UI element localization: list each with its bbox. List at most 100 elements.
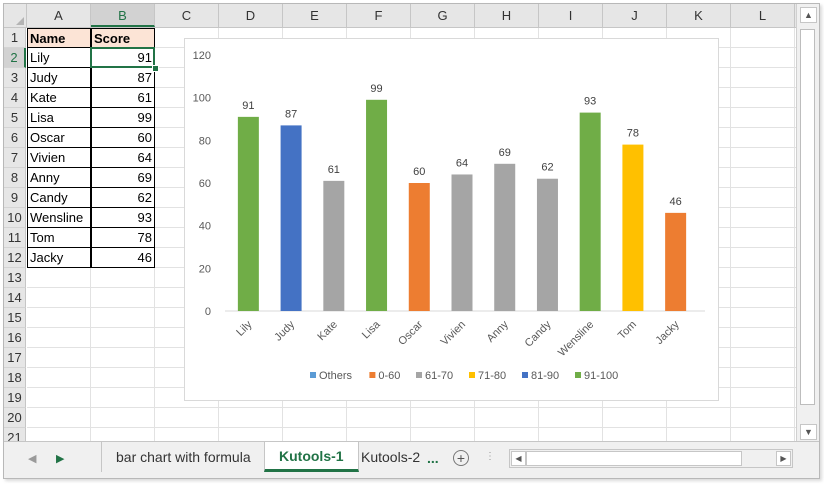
score-cell[interactable]: 78	[91, 228, 155, 248]
row-header-19[interactable]: 19	[4, 388, 26, 408]
x-tick-label: Anny	[485, 318, 512, 345]
row-header-12[interactable]: 12	[4, 248, 26, 268]
name-cell[interactable]: Oscar	[27, 128, 91, 148]
column-header-j[interactable]: J	[603, 4, 667, 27]
column-header-h[interactable]: H	[475, 4, 539, 27]
column-header-i[interactable]: I	[539, 4, 603, 27]
next-sheet-icon[interactable]: ▶	[56, 453, 65, 465]
scroll-up-icon[interactable]: ▲	[800, 7, 817, 23]
name-cell[interactable]: Kate	[27, 88, 91, 108]
horizontal-scroll-thumb[interactable]	[526, 451, 742, 466]
score-cell[interactable]: 62	[91, 188, 155, 208]
column-header-d[interactable]: D	[219, 4, 283, 27]
chart-svg: 0 20 40 60 80 100 120 91 Lily 87 Judy 61 Kate 99 Lisa 6…	[193, 50, 705, 382]
score-cell[interactable]: 69	[91, 168, 155, 188]
add-sheet-icon[interactable]: +	[453, 450, 469, 466]
legend-label: 91-100	[584, 370, 618, 382]
column-header-c[interactable]: C	[155, 4, 219, 27]
row-header-5[interactable]: 5	[4, 108, 26, 128]
row-header-6[interactable]: 6	[4, 128, 26, 148]
fill-handle[interactable]	[152, 65, 159, 72]
score-cell[interactable]: 93	[91, 208, 155, 228]
column-header-a[interactable]: A	[27, 4, 91, 27]
row-header-1[interactable]: 1	[4, 28, 26, 48]
legend-label: Others	[319, 370, 353, 382]
vertical-scrollbar[interactable]: ▲ ▼	[796, 4, 819, 441]
x-tick-label: Candy	[523, 318, 554, 349]
header-cell-name[interactable]: Name	[27, 28, 91, 48]
score-cell[interactable]: 46	[91, 248, 155, 268]
prev-sheet-icon[interactable]: ◀	[28, 453, 37, 465]
more-sheets-button[interactable]: ...	[427, 450, 439, 466]
row-header-18[interactable]: 18	[4, 368, 26, 388]
scroll-right-icon[interactable]: ▶	[776, 451, 791, 466]
header-cell-score[interactable]: Score	[91, 28, 155, 48]
row-header-11[interactable]: 11	[4, 228, 26, 248]
name-cell[interactable]: Candy	[27, 188, 91, 208]
column-gridline	[794, 28, 795, 448]
column-header-b[interactable]: B	[91, 4, 155, 27]
vertical-scroll-thumb[interactable]	[800, 29, 815, 405]
score-bar-chart[interactable]: 0 20 40 60 80 100 120 91 Lily 87 Judy 61 Kate 99 Lisa 6…	[184, 38, 719, 401]
score-cell[interactable]: 87	[91, 68, 155, 88]
y-tick-label: 80	[199, 135, 211, 147]
score-cell[interactable]: 91	[91, 48, 155, 68]
data-label: 99	[370, 83, 382, 95]
row-gridline	[27, 427, 797, 428]
horizontal-scrollbar[interactable]: ◀ ▶	[509, 449, 793, 468]
name-cell[interactable]: Anny	[27, 168, 91, 188]
sheet-tab-bar: ◀ ▶ bar chart with formula Kutools-1 Kut…	[4, 441, 819, 478]
tab-splitter-icon[interactable]: ⋮	[485, 451, 496, 462]
bar-jacky	[665, 212, 687, 311]
row-header-13[interactable]: 13	[4, 268, 26, 288]
row-header-3[interactable]: 3	[4, 68, 26, 88]
name-cell[interactable]: Vivien	[27, 148, 91, 168]
column-header-l[interactable]: L	[731, 4, 795, 27]
x-tick-label: Oscar	[396, 318, 425, 347]
column-header-e[interactable]: E	[283, 4, 347, 27]
row-header-9[interactable]: 9	[4, 188, 26, 208]
score-cell[interactable]: 60	[91, 128, 155, 148]
bar-vivien	[451, 174, 473, 311]
scroll-left-icon[interactable]: ◀	[511, 451, 526, 466]
column-header-g[interactable]: G	[411, 4, 475, 27]
scroll-down-icon[interactable]: ▼	[800, 424, 817, 440]
tab-kutools-1[interactable]: Kutools-1	[264, 442, 359, 472]
data-label: 61	[328, 164, 340, 176]
row-header-8[interactable]: 8	[4, 168, 26, 188]
tab-bar-chart-with-formula[interactable]: bar chart with formula	[101, 442, 265, 472]
tab-kutools-2[interactable]: Kutools-2	[361, 449, 421, 465]
row-header-7[interactable]: 7	[4, 148, 26, 168]
name-cell[interactable]: Wensline	[27, 208, 91, 228]
row-header-17[interactable]: 17	[4, 348, 26, 368]
column-header-k[interactable]: K	[667, 4, 731, 27]
x-tick-label: Wensline	[556, 319, 596, 359]
score-cell[interactable]: 99	[91, 108, 155, 128]
name-cell[interactable]: Lily	[27, 48, 91, 68]
name-cell[interactable]: Tom	[27, 228, 91, 248]
row-header-10[interactable]: 10	[4, 208, 26, 228]
row-header-15[interactable]: 15	[4, 308, 26, 328]
bar-tom	[622, 144, 644, 311]
x-tick-label: Tom	[616, 319, 639, 342]
name-cell[interactable]: Lisa	[27, 108, 91, 128]
x-tick-label: Jacky	[653, 318, 682, 347]
row-header-16[interactable]: 16	[4, 328, 26, 348]
bar-judy	[280, 125, 302, 312]
name-cell[interactable]: Jacky	[27, 248, 91, 268]
row-header-2[interactable]: 2	[4, 48, 26, 68]
score-cell[interactable]: 64	[91, 148, 155, 168]
column-header-f[interactable]: F	[347, 4, 411, 27]
legend-swatch	[522, 372, 528, 378]
y-tick-label: 100	[193, 93, 211, 105]
x-tick-label: Lisa	[360, 318, 383, 341]
row-header-4[interactable]: 4	[4, 88, 26, 108]
x-tick-label: Judy	[272, 318, 297, 343]
score-cell[interactable]: 61	[91, 88, 155, 108]
name-cell[interactable]: Judy	[27, 68, 91, 88]
select-all-corner[interactable]	[4, 4, 27, 27]
data-label: 78	[627, 128, 639, 140]
row-header-20[interactable]: 20	[4, 408, 26, 428]
data-label: 60	[413, 166, 425, 178]
row-header-14[interactable]: 14	[4, 288, 26, 308]
